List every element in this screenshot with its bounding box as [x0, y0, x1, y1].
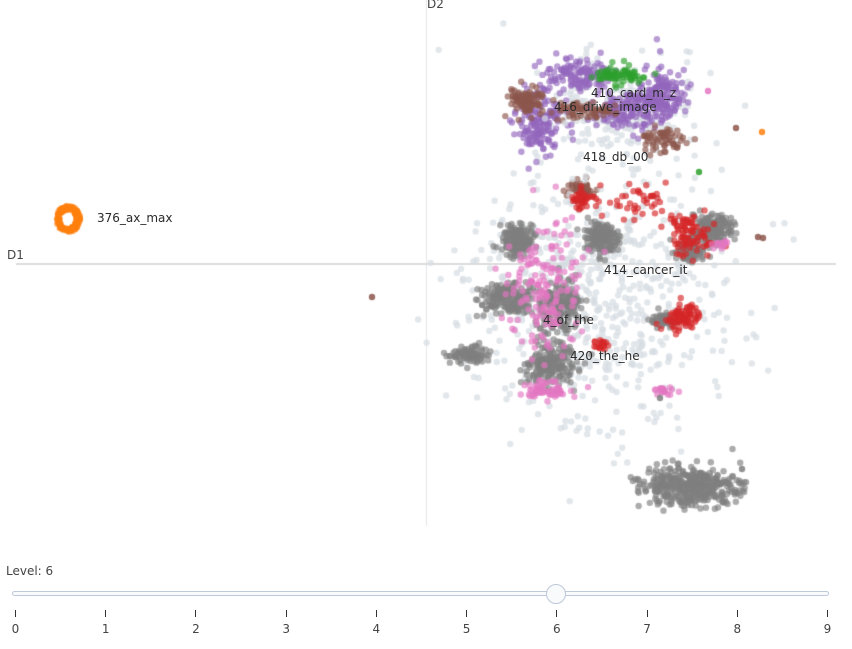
slider-tick — [195, 610, 197, 617]
slider-tick — [105, 610, 107, 617]
slider-tick-label[interactable]: 3 — [282, 622, 290, 636]
slider-tick — [646, 610, 648, 617]
scatter-points-canvas[interactable] — [0, 0, 852, 540]
cluster-label: 416_drive_image — [554, 100, 657, 114]
slider-current-value: Level: 6 — [6, 564, 54, 578]
slider-tick — [375, 610, 377, 617]
cluster-label: 4_of_the — [543, 313, 594, 327]
slider-tick-label[interactable]: 0 — [11, 622, 20, 636]
cluster-label: 418_db_00 — [583, 150, 649, 164]
cluster-label: 410_card_m_z — [591, 86, 677, 100]
scatter-plot[interactable]: D2 D1 376_ax_max 410_card_m_z 416_drive_im… — [0, 0, 852, 540]
slider-tick — [827, 610, 828, 617]
cluster-label: 414_cancer_it — [604, 263, 688, 277]
slider-tick-label[interactable]: 7 — [643, 622, 651, 636]
slider-tick-label[interactable]: 1 — [101, 622, 110, 636]
slider-tick-label[interactable]: 2 — [192, 622, 200, 636]
slider-tick — [15, 610, 16, 617]
slider-tick-label[interactable]: 9 — [823, 622, 832, 636]
slider-tick-label[interactable]: 6 — [553, 622, 561, 636]
y-axis-title: D2 — [427, 0, 444, 11]
slider-handle[interactable] — [546, 584, 567, 604]
slider-tick-label[interactable]: 5 — [462, 622, 471, 636]
x-axis-title: D1 — [7, 248, 24, 262]
slider-tick — [466, 610, 468, 617]
slider-tick — [736, 610, 738, 617]
slider-rail[interactable] — [12, 591, 829, 596]
slider-tick — [285, 610, 287, 617]
cluster-label: 376_ax_max — [97, 211, 173, 225]
slider-tick-label[interactable]: 4 — [372, 622, 381, 636]
slider-tick-label[interactable]: 8 — [733, 622, 742, 636]
slider-tick — [556, 610, 558, 617]
level-slider[interactable]: Level: 6 0 1 2 3 4 5 6 7 8 9 — [0, 556, 852, 649]
cluster-label: 420_the_he — [570, 349, 640, 363]
